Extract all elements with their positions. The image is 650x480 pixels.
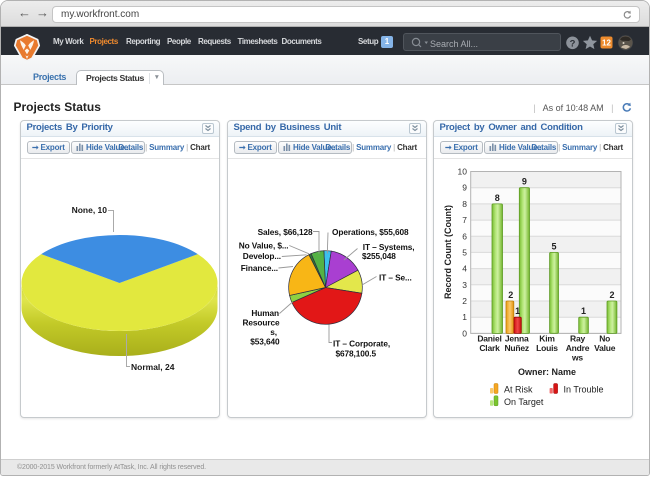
svg-text:1: 1 — [581, 306, 586, 316]
svg-text:Operations, $55,608: Operations, $55,608 — [332, 227, 409, 237]
svg-text:Value: Value — [594, 343, 616, 353]
svg-text:s,: s, — [270, 327, 277, 337]
svg-text:None, 10: None, 10 — [72, 205, 108, 215]
svg-text:ws: ws — [571, 353, 583, 363]
svg-text:Louis: Louis — [536, 343, 558, 353]
svg-text:$255,048: $255,048 — [362, 251, 396, 261]
svg-text:In Trouble: In Trouble — [564, 385, 604, 395]
svg-text:7: 7 — [462, 215, 467, 225]
svg-text:$53,640: $53,640 — [250, 337, 280, 347]
svg-text:9: 9 — [522, 177, 527, 187]
svg-text:IT – Corporate,: IT – Corporate, — [333, 339, 390, 349]
svg-text:2: 2 — [508, 290, 513, 300]
svg-text:IT – Systems,: IT – Systems, — [363, 242, 415, 252]
svg-text:10: 10 — [458, 167, 468, 177]
svg-text:$678,100.5: $678,100.5 — [336, 349, 377, 359]
svg-text:On Target: On Target — [504, 397, 544, 407]
svg-text:Kim: Kim — [539, 334, 555, 344]
svg-text:2: 2 — [609, 290, 614, 300]
svg-text:Ray: Ray — [570, 334, 585, 344]
svg-text:No Value, $...: No Value, $... — [239, 241, 289, 251]
svg-text:9: 9 — [462, 183, 467, 193]
svg-text:5: 5 — [462, 247, 467, 257]
svg-text:?: ? — [570, 38, 576, 49]
svg-text:Clark: Clark — [479, 343, 500, 353]
svg-text:Andre: Andre — [566, 343, 590, 353]
svg-text:Finance...: Finance... — [241, 263, 278, 273]
svg-text:Record Count (Count): Record Count (Count) — [443, 205, 453, 299]
svg-text:No: No — [599, 334, 610, 344]
svg-text:Develop...: Develop... — [243, 251, 281, 261]
svg-text:8: 8 — [462, 199, 467, 209]
svg-text:Jenna: Jenna — [505, 334, 529, 344]
svg-text:Normal, 24: Normal, 24 — [131, 362, 175, 372]
svg-text:4: 4 — [462, 264, 467, 274]
svg-text:0: 0 — [462, 328, 467, 338]
svg-text:Owner: Name: Owner: Name — [518, 367, 576, 377]
svg-text:1: 1 — [515, 306, 520, 316]
svg-text:Daniel: Daniel — [477, 334, 501, 344]
svg-text:At Risk: At Risk — [504, 385, 533, 395]
svg-text:Human: Human — [251, 308, 279, 318]
svg-text:12: 12 — [602, 38, 611, 47]
svg-text:IT – Se...: IT – Se... — [379, 273, 412, 283]
svg-text:Sales, $66,128: Sales, $66,128 — [258, 227, 313, 237]
svg-text:Resource: Resource — [242, 318, 279, 328]
svg-text:3: 3 — [462, 280, 467, 290]
svg-text:8: 8 — [495, 193, 500, 203]
svg-text:1: 1 — [462, 312, 467, 322]
svg-text:5: 5 — [551, 241, 556, 251]
svg-text:Nuñez: Nuñez — [504, 343, 529, 353]
svg-text:2: 2 — [462, 296, 467, 306]
svg-text:6: 6 — [462, 231, 467, 241]
